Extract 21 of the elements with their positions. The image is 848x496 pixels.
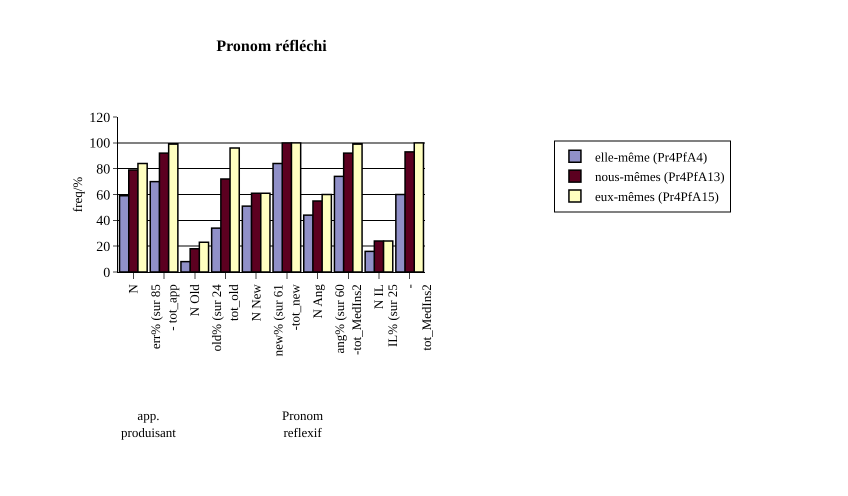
x-tick-label: N New <box>248 284 264 322</box>
y-axis-title: freq/% <box>70 176 85 212</box>
y-tick-label: 20 <box>96 240 110 256</box>
text: Pronom reflexif <box>282 408 324 440</box>
y-tick-label: 60 <box>96 188 110 204</box>
legend-label: elle-même (Pr4PfA4) <box>594 149 708 164</box>
y-tick-label: 120 <box>89 110 110 126</box>
text: app. produisant <box>121 408 176 440</box>
chart-title: Pronom réfléchi <box>216 38 328 55</box>
x-tick-label: old% (sur 24 tot_old <box>209 284 242 352</box>
y-tick-label: 40 <box>96 214 110 230</box>
x-tick-label: N <box>126 284 141 294</box>
x-tick-label: N Ang <box>310 284 325 319</box>
x-tick-label: err% (sur 85 - tot_app <box>148 284 180 350</box>
legend-label: eux-mêmes (Pr4PfA15) <box>594 189 719 204</box>
x-tick-label: N IL <box>371 284 386 310</box>
legend-label: nous-mêmes (Pr4PfA13) <box>594 169 725 184</box>
y-tick-label: 80 <box>96 162 110 178</box>
y-tick-label: 0 <box>103 266 110 281</box>
y-tick-label: 100 <box>89 136 110 152</box>
x-tick-label: N Old <box>186 284 202 316</box>
